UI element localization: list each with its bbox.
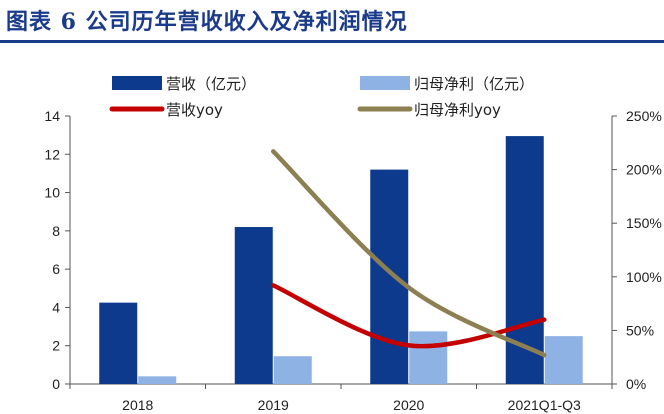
legend-label: 归母净利yoy [414,101,501,119]
left-tick-label: 10 [44,185,60,201]
title-rule [0,40,664,43]
figure-title: 图表 6 公司历年营收收入及净利润情况 [6,9,408,35]
legend-label: 营收yoy [166,101,223,119]
right-tick-label: 0% [626,376,646,392]
x-tick-label: 2019 [258,397,289,413]
bar-revenue [234,227,273,384]
legend-label: 归母净利（亿元） [414,75,534,93]
left-tick-label: 2 [52,338,60,354]
left-tick-label: 8 [52,223,60,239]
left-tick-label: 14 [44,108,60,124]
left-tick-label: 12 [44,146,60,162]
legend: 营收（亿元） 归母净利（亿元） 营收yoy 归母净利yoy [109,75,534,119]
left-tick-label: 0 [52,376,60,392]
x-tick-label: 2018 [122,397,153,413]
legend-swatch [360,76,410,90]
right-tick-label: 50% [626,322,654,338]
lines [271,149,547,358]
x-tick-label: 2020 [393,397,424,413]
right-tick-label: 100% [626,269,662,285]
left-tick-label: 6 [52,261,60,277]
left-tick-label: 4 [52,299,60,315]
bar-net-profit [138,376,177,384]
line-revenue-yoy [271,283,547,349]
bar-revenue [370,169,409,384]
right-tick-label: 250% [626,108,662,124]
right-tick-label: 150% [626,215,662,231]
bar-revenue [99,302,138,384]
bar-net-profit [544,336,583,384]
bar-net-profit [409,331,448,384]
bars [99,136,583,384]
line-net-profit-yoy [271,149,547,358]
right-tick-label: 200% [626,162,662,178]
legend-swatch [112,76,162,90]
legend-label: 营收（亿元） [166,75,256,93]
bar-net-profit [273,356,312,384]
x-tick-label: 2021Q1-Q3 [508,397,581,413]
